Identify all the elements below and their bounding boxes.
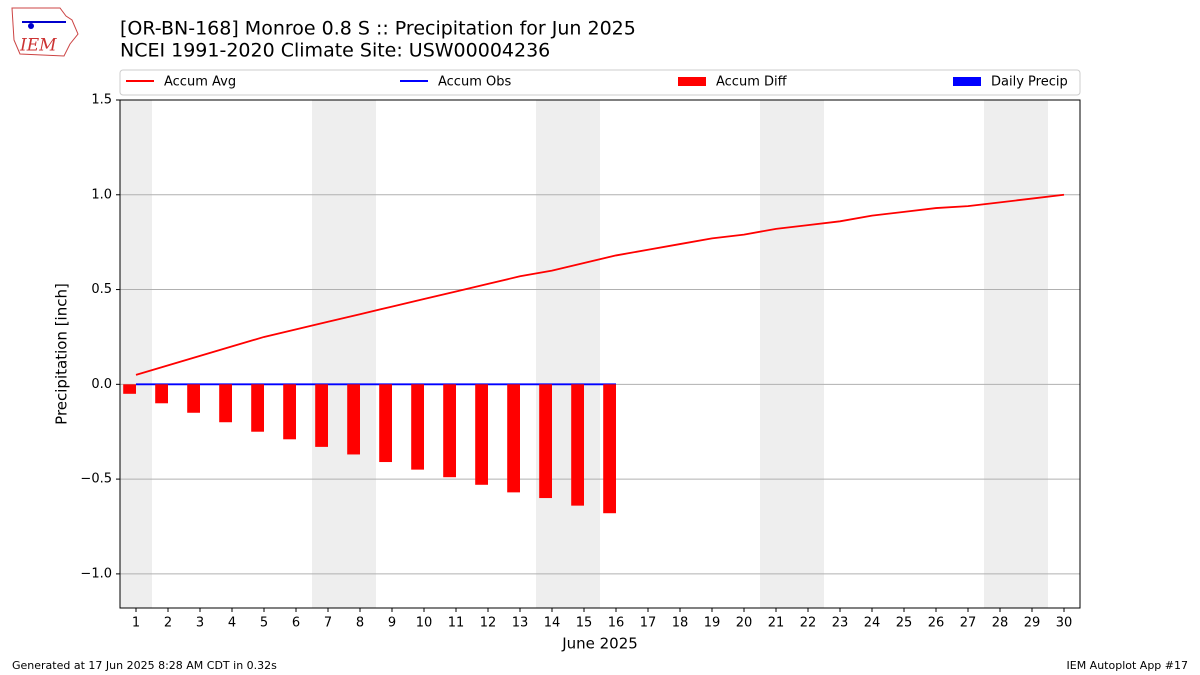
logo-text: IEM [19,36,57,56]
bar [539,384,552,499]
bar [283,384,296,440]
legend-label: Daily Precip [991,75,1068,90]
bar [411,384,424,470]
shaded-span [120,100,152,608]
y-axis-label: Precipitation [inch] [53,283,71,425]
footer-left: Generated at 17 Jun 2025 8:28 AM CDT in … [12,659,277,672]
x-tick-label: 10 [416,616,433,631]
y-tick-label: 0.0 [91,377,112,392]
x-tick-label: 13 [512,616,529,631]
plot-frame [119,99,1081,609]
x-tick-label: 17 [640,616,657,631]
y-tick-label: 1.5 [91,93,112,108]
y-tick-label: 0.5 [91,282,112,297]
x-tick-label: 5 [260,616,268,631]
x-tick-label: 20 [736,616,753,631]
legend-label: Accum Diff [716,75,788,90]
bar [219,384,232,423]
chart-subtitle: NCEI 1991-2020 Climate Site: USW00004236 [120,40,550,62]
x-tick-label: 1 [132,616,140,631]
y-tick-label: 1.0 [91,187,112,202]
x-tick-label: 28 [992,616,1009,631]
logo-dot [28,23,34,29]
y-tick-label: −0.5 [80,472,112,487]
x-tick-label: 25 [896,616,913,631]
bar [347,384,360,455]
x-tick-label: 24 [864,616,881,631]
legend-label: Accum Avg [164,75,236,90]
x-tick-label: 21 [768,616,785,631]
shaded-span [536,100,600,608]
x-tick-label: 16 [608,616,625,631]
legend-box [119,69,1081,96]
x-tick-label: 11 [448,616,465,631]
x-tick-label: 19 [704,616,721,631]
x-tick-label: 22 [800,616,817,631]
y-tick-label: −1.0 [80,566,112,581]
bar [315,384,328,447]
x-tick-label: 23 [832,616,849,631]
bar [251,384,264,432]
x-tick-label: 27 [960,616,977,631]
legend-swatch [678,77,706,86]
shaded-span [760,100,824,608]
x-tick-label: 4 [228,616,236,631]
x-tick-label: 8 [356,616,364,631]
shaded-span [984,100,1048,608]
bar [443,384,456,478]
bar [475,384,488,485]
x-tick-label: 14 [544,616,561,631]
x-tick-label: 15 [576,616,593,631]
logo-outline [11,7,79,57]
legend-label: Accum Obs [438,75,511,90]
bar [571,384,584,506]
logo: IEM [11,7,79,57]
x-tick-label: 12 [480,616,497,631]
x-tick-label: 2 [164,616,172,631]
x-tick-label: 6 [292,616,300,631]
x-tick-label: 26 [928,616,945,631]
x-tick-label: 30 [1056,616,1073,631]
x-tick-label: 9 [388,616,396,631]
bar [123,384,136,394]
shaded-span [312,100,376,608]
bar [507,384,520,493]
legend-swatch [953,77,981,86]
bar [603,384,616,514]
x-tick-label: 18 [672,616,689,631]
line [135,193,1065,376]
x-tick-label: 3 [196,616,204,631]
footer-right: IEM Autoplot App #17 [1067,659,1189,672]
bar [155,384,168,404]
x-tick-label: 7 [324,616,332,631]
x-axis-label: June 2025 [561,635,638,653]
chart-title: [OR-BN-168] Monroe 0.8 S :: Precipitatio… [120,18,636,40]
bar [379,384,392,463]
bar [187,384,200,413]
x-tick-label: 29 [1024,616,1041,631]
